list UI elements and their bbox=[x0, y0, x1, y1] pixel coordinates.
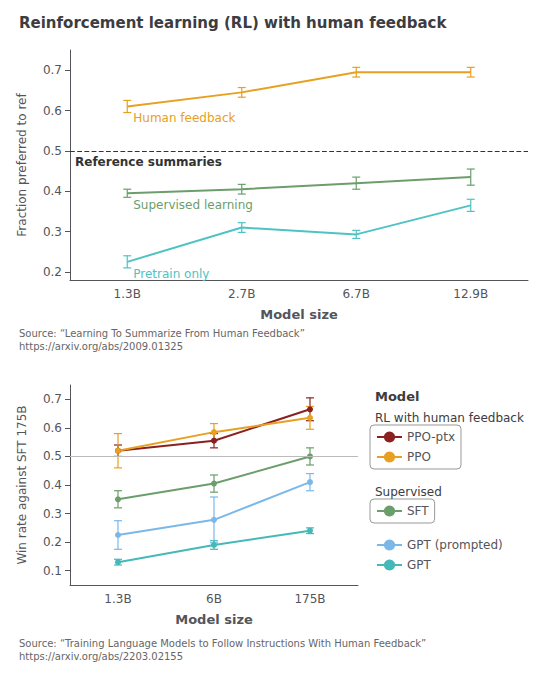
svg-text:2.7B: 2.7B bbox=[228, 287, 255, 301]
svg-text:RL with human feedback: RL with human feedback bbox=[375, 411, 524, 425]
svg-text:0.1: 0.1 bbox=[43, 564, 62, 578]
svg-text:0.4: 0.4 bbox=[43, 478, 62, 492]
svg-text:0.4: 0.4 bbox=[43, 184, 62, 198]
svg-text:Reference summaries: Reference summaries bbox=[75, 155, 222, 169]
svg-text:6B: 6B bbox=[206, 592, 222, 606]
svg-text:GPT (prompted): GPT (prompted) bbox=[407, 538, 503, 552]
svg-text:SFT: SFT bbox=[407, 504, 429, 518]
svg-text:6.7B: 6.7B bbox=[343, 287, 370, 301]
svg-text:Model size: Model size bbox=[175, 612, 253, 627]
svg-text:https://arxiv.org/abs/2009.013: https://arxiv.org/abs/2009.01325 bbox=[19, 341, 183, 352]
svg-text:0.2: 0.2 bbox=[43, 535, 62, 549]
svg-text:Source: “Training Language Mod: Source: “Training Language Models to Fol… bbox=[19, 638, 426, 649]
svg-text:Supervised learning: Supervised learning bbox=[133, 198, 253, 212]
svg-text:0.7: 0.7 bbox=[43, 63, 62, 77]
svg-text:PPO-ptx: PPO-ptx bbox=[407, 430, 455, 444]
svg-text:1.3B: 1.3B bbox=[104, 592, 131, 606]
svg-text:Reinforcement learning (RL) wi: Reinforcement learning (RL) with human f… bbox=[19, 14, 447, 32]
svg-text:0.3: 0.3 bbox=[43, 507, 62, 521]
svg-text:0.6: 0.6 bbox=[43, 421, 62, 435]
svg-text:Supervised: Supervised bbox=[375, 485, 442, 499]
svg-text:0.5: 0.5 bbox=[43, 449, 62, 463]
svg-text:Source: “Learning To Summarize: Source: “Learning To Summarize From Huma… bbox=[19, 328, 305, 339]
svg-text:0.3: 0.3 bbox=[43, 225, 62, 239]
svg-text:0.7: 0.7 bbox=[43, 392, 62, 406]
svg-text:Human feedback: Human feedback bbox=[133, 111, 235, 125]
svg-text:Fraction preferred to ref: Fraction preferred to ref bbox=[15, 93, 29, 237]
svg-text:GPT: GPT bbox=[407, 558, 432, 572]
svg-text:0.2: 0.2 bbox=[43, 265, 62, 279]
svg-text:0.5: 0.5 bbox=[43, 144, 62, 158]
svg-text:175B: 175B bbox=[294, 592, 325, 606]
svg-text:0.6: 0.6 bbox=[43, 104, 62, 118]
svg-text:Win rate against SFT 175B: Win rate against SFT 175B bbox=[15, 405, 29, 564]
svg-text:https://arxiv.org/abs/2203.021: https://arxiv.org/abs/2203.02155 bbox=[19, 651, 183, 662]
svg-text:Pretrain only: Pretrain only bbox=[133, 267, 209, 281]
svg-text:1.3B: 1.3B bbox=[114, 287, 141, 301]
svg-text:12.9B: 12.9B bbox=[453, 287, 488, 301]
svg-text:PPO: PPO bbox=[407, 450, 431, 464]
svg-text:Model size: Model size bbox=[260, 307, 338, 322]
svg-text:Model: Model bbox=[375, 389, 419, 404]
